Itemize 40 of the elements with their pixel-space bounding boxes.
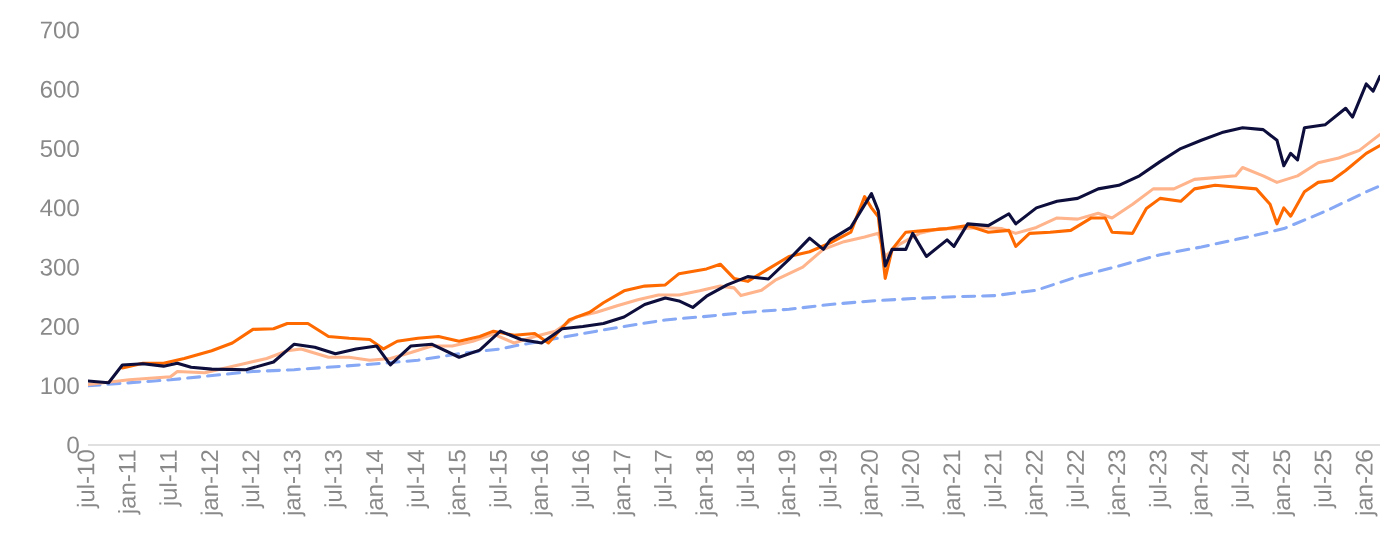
x-tick-label: jul-19 xyxy=(819,450,842,509)
x-tick-label: jan-12 xyxy=(200,450,223,517)
x-tick-label: jul-24 xyxy=(1231,449,1254,509)
y-tick-label: 100 xyxy=(41,377,79,395)
x-tick-label: jan-26 xyxy=(1355,450,1378,517)
y-tick-label: 700 xyxy=(40,21,79,39)
x-tick-label: jul-14 xyxy=(406,449,430,509)
x-tick-label: jul-12 xyxy=(241,450,265,509)
y-tick-label: 500 xyxy=(40,140,79,158)
x-tick-label: jan-22 xyxy=(1025,450,1048,517)
x-tick-label: jul-18 xyxy=(736,450,759,509)
x-tick-label: jan-11 xyxy=(118,450,141,515)
y-tick-label: 300 xyxy=(40,258,79,276)
x-tick-label: jan-18 xyxy=(695,450,718,517)
x-tick-label: jul-20 xyxy=(901,450,924,509)
x-tick-label: jul-23 xyxy=(1148,450,1172,509)
y-tick-label: 200 xyxy=(40,317,79,335)
x-tick-label: jan-24 xyxy=(1190,449,1213,517)
x-tick-label: jan-25 xyxy=(1272,450,1295,517)
x-tick-label: jul-21 xyxy=(983,450,1007,509)
x-tick-label: jul-17 xyxy=(654,450,677,509)
x-tick-label: jan-21 xyxy=(942,450,966,517)
line-series xyxy=(88,184,1380,388)
y-tick-label: 600 xyxy=(40,80,79,98)
x-tick-label: jul-15 xyxy=(489,450,512,509)
line-series xyxy=(88,74,1380,385)
x-tick-label: jan-13 xyxy=(282,450,306,517)
x-tick-label: jan-15 xyxy=(447,450,471,517)
x-tick-label: jan-20 xyxy=(860,450,883,517)
x-tick-label: jan-19 xyxy=(777,450,801,517)
x-tick-label: jul-25 xyxy=(1313,450,1337,509)
x-tick-label: jan-23 xyxy=(1107,450,1131,517)
x-tick-label: jul-13 xyxy=(324,450,347,509)
x-tick-label: jul-22 xyxy=(1066,450,1089,509)
x-tick-label: jul-11 xyxy=(159,450,182,507)
x-tick-label: jul-16 xyxy=(571,450,594,509)
x-tick-label: jan-16 xyxy=(530,450,553,517)
y-tick-label: 400 xyxy=(40,199,79,217)
x-tick-label: jan-14 xyxy=(365,449,388,517)
x-tick-label: jan-17 xyxy=(612,450,636,517)
